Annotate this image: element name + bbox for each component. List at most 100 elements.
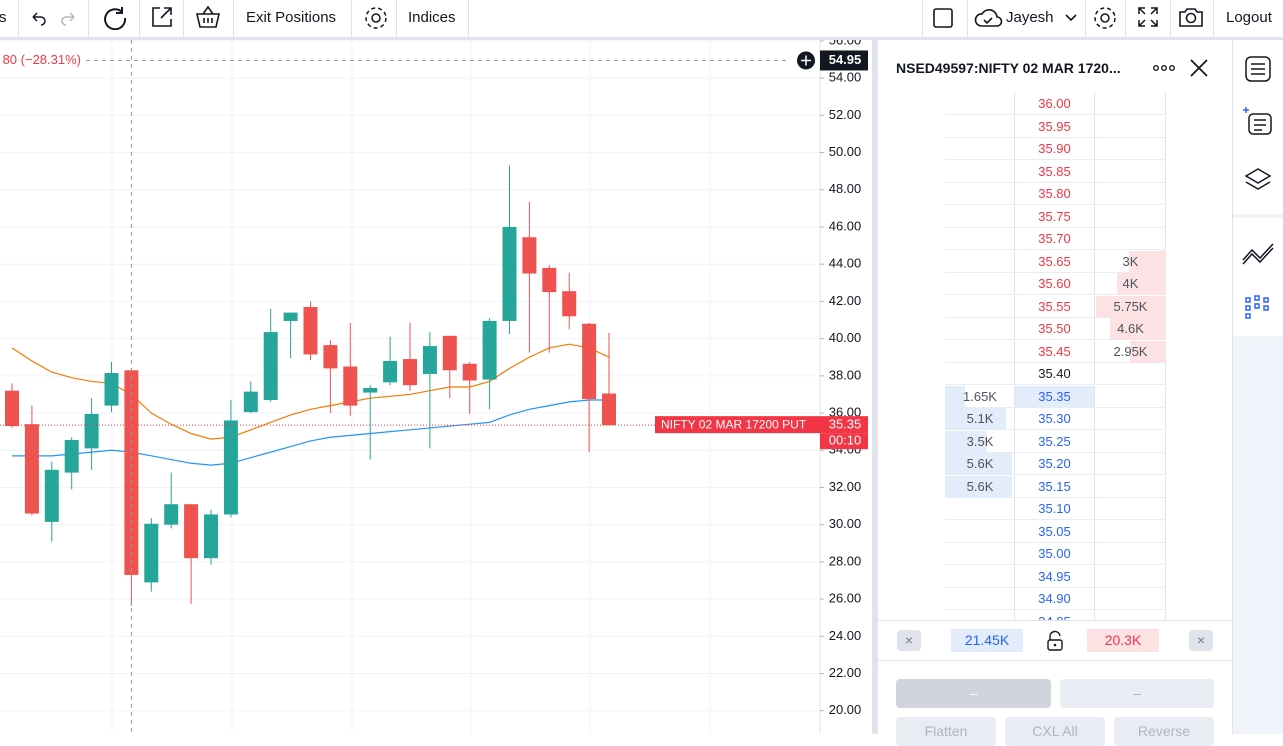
price-cell[interactable]: 35.25	[1015, 430, 1095, 453]
candle-body	[303, 306, 318, 355]
ask-cell	[1095, 565, 1166, 588]
price-cell[interactable]: 35.05	[1015, 520, 1095, 543]
price-cell[interactable]: 35.95	[1015, 115, 1095, 138]
bid-cell	[945, 273, 1015, 295]
fullscreen-icon[interactable]	[1136, 5, 1160, 29]
ask-cell	[1095, 453, 1166, 475]
lock-icon[interactable]	[1045, 630, 1065, 652]
y-tick-label: 40.00	[829, 330, 862, 345]
candle-body	[442, 335, 457, 371]
orders-icon[interactable]	[1241, 106, 1273, 138]
ask-cell	[1095, 385, 1166, 408]
price-cell[interactable]: 35.45	[1015, 340, 1095, 363]
undo-icon[interactable]	[28, 8, 48, 28]
chevron-icon[interactable]	[1064, 11, 1078, 25]
refresh-icon[interactable]	[102, 4, 128, 30]
candle-body	[562, 291, 577, 317]
y-tick-label: 46.00	[829, 218, 862, 233]
bid-cell	[945, 93, 1015, 115]
buy-button[interactable]: –	[896, 679, 1051, 708]
bid-cell	[945, 228, 1015, 250]
dom-title: NSED49597:NIFTY 02 MAR 1720...	[896, 60, 1121, 76]
price-cell[interactable]: 35.55	[1015, 295, 1095, 318]
ask-size: 4.6K	[1117, 321, 1144, 336]
user-name[interactable]: Jayesh	[1006, 9, 1054, 26]
flatten-button[interactable]: Flatten	[896, 717, 996, 746]
popout-icon[interactable]	[150, 5, 174, 29]
candle-body	[64, 440, 79, 473]
cut-button[interactable]: s	[0, 9, 7, 26]
price-cell[interactable]: 34.85	[1015, 610, 1095, 620]
cancel-asks-button[interactable]: ×	[1189, 630, 1213, 651]
y-tick-label: 38.00	[829, 367, 862, 382]
price-cell[interactable]: 35.70	[1015, 228, 1095, 250]
price-cell[interactable]: 35.80	[1015, 183, 1095, 205]
reverse-button[interactable]: Reverse	[1114, 717, 1214, 746]
ask-total: 20.3K	[1087, 629, 1159, 652]
candle-body	[223, 420, 238, 515]
price-cell[interactable]: 35.65	[1015, 250, 1095, 273]
cancel-bids-button[interactable]: ×	[897, 630, 921, 651]
settings-icon[interactable]	[1091, 4, 1119, 32]
bid-cell	[945, 340, 1015, 363]
bid-total: 21.45K	[951, 629, 1023, 652]
settings-icon[interactable]	[362, 4, 390, 32]
price-cell[interactable]: 35.75	[1015, 205, 1095, 228]
cxl-all-button[interactable]: CXL All	[1005, 717, 1105, 746]
ask-bar	[1117, 273, 1166, 295]
layers-icon[interactable]	[1243, 166, 1273, 196]
moving-average	[12, 399, 609, 466]
camera-icon[interactable]	[1177, 4, 1205, 30]
price-cell[interactable]: 35.20	[1015, 453, 1095, 475]
basket-icon[interactable]	[194, 3, 222, 31]
candle-body	[283, 312, 298, 321]
price-cell[interactable]: 35.90	[1015, 138, 1095, 160]
bid-size: 5.1K	[966, 411, 994, 426]
crosshair-price: 54.95	[829, 52, 862, 67]
ask-cell	[1095, 138, 1166, 160]
bid-cell	[945, 565, 1015, 588]
price-cell[interactable]: 35.10	[1015, 498, 1095, 520]
candle-body	[343, 366, 358, 406]
close-icon[interactable]	[1188, 57, 1210, 79]
ask-cell	[1095, 498, 1166, 520]
price-cell[interactable]: 35.60	[1015, 273, 1095, 295]
candle-body	[84, 413, 99, 449]
crosshair-box	[820, 50, 868, 71]
price-cell[interactable]: 35.85	[1015, 160, 1095, 183]
indices-button[interactable]: Indices	[408, 9, 456, 26]
bid-cell	[945, 385, 1015, 408]
chart-icon[interactable]	[1241, 240, 1275, 266]
price-cell[interactable]: 35.50	[1015, 318, 1095, 340]
bid-bar	[945, 453, 1013, 475]
more-icon[interactable]	[1152, 62, 1176, 74]
ask-cell	[1095, 93, 1166, 115]
sell-button[interactable]: –	[1060, 679, 1214, 708]
y-tick-label: 20.00	[829, 702, 862, 717]
price-cell[interactable]: 35.40	[1015, 363, 1095, 385]
bid-bar	[945, 430, 987, 453]
square-icon[interactable]	[932, 7, 954, 29]
cloud-icon[interactable]	[973, 6, 1003, 30]
price-cell[interactable]: 35.30	[1015, 408, 1095, 430]
candle-body	[582, 323, 597, 400]
price-cell[interactable]: 35.35	[1015, 385, 1095, 408]
bid-cell	[945, 498, 1015, 520]
candle-body	[482, 320, 497, 380]
price-cell[interactable]: 34.95	[1015, 565, 1095, 588]
bid-cell	[945, 183, 1015, 205]
bid-size: 5.6K	[966, 456, 994, 471]
exit-positions-button[interactable]: Exit Positions	[246, 9, 337, 26]
y-tick-label: 36.00	[829, 404, 862, 419]
bid-cell	[945, 610, 1015, 620]
price-cell[interactable]: 34.90	[1015, 588, 1095, 610]
candle-body	[323, 345, 338, 369]
bid-cell	[945, 520, 1015, 543]
watchlist-icon[interactable]	[1243, 54, 1273, 84]
dom-icon[interactable]	[1243, 294, 1273, 324]
redo-icon[interactable]	[59, 8, 79, 28]
price-cell[interactable]: 36.00	[1015, 93, 1095, 115]
price-cell[interactable]: 35.00	[1015, 543, 1095, 565]
price-cell[interactable]: 35.15	[1015, 475, 1095, 498]
logout-button[interactable]: Logout	[1226, 9, 1272, 26]
